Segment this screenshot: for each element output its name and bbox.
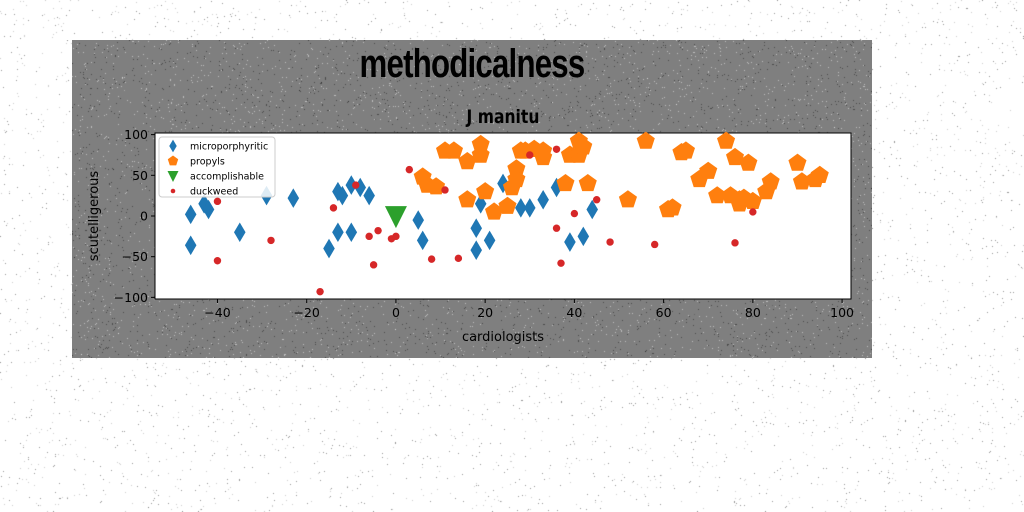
duckweed-point-6 — [365, 233, 372, 240]
duckweed-point-16 — [553, 146, 560, 153]
duckweed-point-22 — [651, 241, 658, 248]
duckweed-point-23 — [731, 239, 738, 246]
duckweed-point-2 — [267, 237, 274, 244]
y-tick-label-50: 50 — [132, 168, 148, 183]
duckweed-point-7 — [370, 261, 377, 268]
duckweed-point-5 — [352, 181, 359, 188]
duckweed-point-14 — [455, 255, 462, 262]
x-tick-label-40: 40 — [566, 305, 582, 320]
x-tick-label-80: 80 — [745, 305, 761, 320]
duckweed-point-15 — [526, 151, 533, 158]
x-axis: −40 −20 0 20 40 60 80 100 — [204, 299, 854, 320]
chart-title: J manitu — [466, 107, 540, 129]
duckweed-point-8 — [374, 227, 381, 234]
x-tick-label--40: −40 — [204, 305, 230, 320]
x-tick-label-100: 100 — [830, 305, 854, 320]
x-axis-label: cardiologists — [462, 330, 544, 345]
duckweed-point-0 — [214, 198, 221, 205]
legend-label-propyls: propyls — [190, 157, 225, 168]
duckweed-point-12 — [428, 255, 435, 262]
y-axis: −100 −50 0 50 100 — [114, 127, 155, 305]
duckweed-point-24 — [749, 208, 756, 215]
legend-label-microporphyritic: microporphyritic — [190, 142, 268, 153]
y-tick-label-100: 100 — [124, 127, 148, 142]
duckweed-point-21 — [606, 238, 613, 245]
y-axis-label: scutelligerous — [87, 171, 102, 262]
duckweed-point-18 — [557, 259, 564, 266]
duckweed-point-3 — [316, 288, 323, 295]
legend-label-accomplishable: accomplishable — [190, 172, 264, 183]
y-tick-label--100: −100 — [114, 290, 148, 305]
duckweed-point-17 — [553, 225, 560, 232]
duckweed-point-20 — [593, 196, 600, 203]
duckweed-point-19 — [571, 210, 578, 217]
x-tick-label--20: −20 — [293, 305, 319, 320]
x-tick-label-0: 0 — [392, 305, 400, 320]
legend-label-duckweed: duckweed — [190, 187, 238, 198]
duckweed-point-1 — [214, 257, 221, 264]
duckweed-point-10 — [392, 233, 399, 240]
y-tick-label--50: −50 — [122, 249, 148, 264]
x-tick-label-20: 20 — [477, 305, 493, 320]
scatter-chart: J manitu −40 −20 0 20 40 60 80 100 −100 −50 0 50 10… — [72, 40, 872, 358]
legend: microporphyritic propyls accomplishable duc… — [159, 137, 275, 198]
duckweed-point-13 — [441, 186, 448, 193]
duckweed-point-11 — [406, 166, 413, 173]
duckweed-point-4 — [330, 204, 337, 211]
legend-marker-duckweed — [171, 189, 176, 194]
x-tick-label-60: 60 — [656, 305, 672, 320]
y-tick-label-0: 0 — [140, 209, 148, 224]
chart-figure: methodicalness J manitu −40 −20 0 20 40 60 80 1… — [72, 40, 872, 358]
